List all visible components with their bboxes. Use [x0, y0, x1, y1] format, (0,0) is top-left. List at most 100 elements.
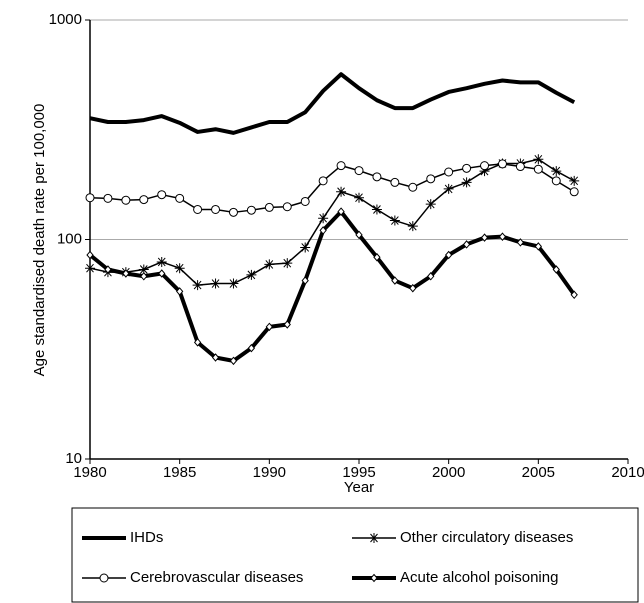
marker: [85, 263, 95, 274]
marker: [427, 271, 435, 281]
marker: [407, 221, 418, 232]
series-line: [89, 163, 575, 214]
marker: [193, 204, 203, 214]
marker: [409, 283, 417, 293]
marker: [389, 215, 400, 226]
marker: [283, 320, 291, 329]
marker: [228, 207, 238, 217]
marker: [210, 278, 221, 289]
legend-label: IHDs: [130, 529, 163, 546]
legend-marker: [369, 533, 379, 543]
marker: [426, 174, 436, 184]
x-tick-label: 2005: [522, 464, 555, 481]
marker: [247, 343, 256, 353]
x-axis-label: Year: [344, 479, 374, 496]
legend-box: [71, 507, 639, 603]
series-line: [89, 158, 575, 286]
marker: [408, 182, 418, 192]
y-axis-label: Age standardised death rate per 100,000: [31, 104, 48, 377]
marker: [336, 186, 347, 197]
marker: [318, 176, 328, 186]
marker: [158, 269, 166, 278]
marker: [246, 205, 256, 215]
y-tick-label: 100: [57, 230, 82, 247]
marker: [301, 276, 309, 285]
marker: [390, 177, 400, 187]
marker: [425, 199, 436, 210]
marker: [445, 250, 453, 260]
marker: [192, 280, 203, 291]
marker: [121, 195, 131, 205]
marker: [282, 202, 292, 212]
marker: [246, 269, 257, 280]
marker: [103, 193, 113, 203]
marker: [86, 250, 94, 260]
marker: [157, 190, 167, 200]
marker: [176, 287, 184, 296]
marker: [156, 256, 167, 267]
marker: [354, 166, 364, 176]
marker: [443, 183, 454, 194]
marker: [551, 176, 561, 186]
marker: [391, 276, 399, 285]
marker: [373, 252, 381, 262]
marker: [355, 230, 363, 240]
series-line: [88, 209, 576, 363]
marker: [552, 265, 560, 274]
x-tick-label: 2000: [432, 464, 465, 481]
marker: [516, 238, 525, 247]
legend-label: Other circulatory diseases: [400, 529, 573, 546]
marker: [462, 240, 471, 249]
marker: [480, 161, 490, 171]
marker: [104, 265, 112, 274]
marker: [229, 356, 238, 366]
x-tick-label: 1985: [163, 464, 196, 481]
marker: [570, 290, 578, 300]
marker: [336, 161, 346, 171]
marker: [569, 187, 579, 197]
marker: [318, 213, 329, 224]
marker: [140, 271, 148, 281]
marker: [193, 338, 202, 347]
marker: [211, 353, 220, 362]
marker: [282, 258, 293, 269]
y-tick-label: 10: [65, 450, 82, 467]
legend-label: Acute alcohol poisoning: [400, 569, 558, 586]
marker: [497, 159, 507, 169]
marker: [551, 166, 562, 177]
marker: [139, 195, 149, 205]
marker: [354, 192, 364, 203]
marker: [319, 226, 327, 235]
marker: [372, 172, 382, 182]
marker: [175, 193, 185, 203]
marker: [265, 322, 273, 332]
marker: [462, 163, 472, 173]
marker: [122, 269, 130, 278]
marker: [300, 196, 310, 206]
legend-label: Cerebrovascular diseases: [130, 569, 303, 586]
marker: [85, 193, 95, 203]
marker: [337, 207, 345, 216]
marker: [138, 264, 149, 275]
marker: [264, 202, 274, 212]
x-tick-label: 1990: [253, 464, 286, 481]
x-tick-label: 2010: [611, 464, 644, 481]
marker: [480, 233, 489, 242]
y-tick-label: 1000: [49, 11, 82, 28]
marker: [211, 204, 221, 214]
marker: [461, 177, 472, 188]
marker: [444, 167, 454, 177]
marker: [371, 204, 382, 215]
x-tick-label: 1995: [342, 464, 375, 481]
x-tick-label: 1980: [73, 464, 106, 481]
series-line: [89, 72, 576, 135]
marker: [264, 259, 275, 270]
marker: [534, 242, 542, 251]
marker: [174, 263, 185, 274]
marker: [515, 162, 525, 172]
legend-marker: [99, 573, 109, 583]
marker: [479, 166, 490, 177]
marker: [300, 242, 311, 253]
marker: [228, 278, 239, 289]
